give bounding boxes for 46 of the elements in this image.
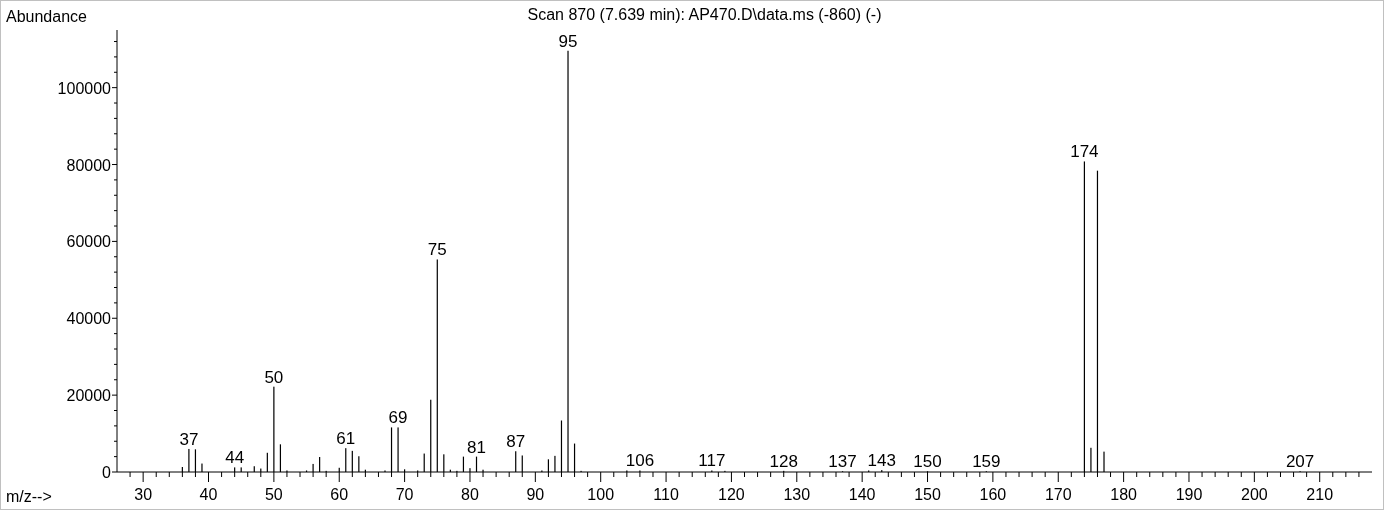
x-tick-label: 170 xyxy=(1044,486,1072,503)
annotation: 106 xyxy=(625,451,655,471)
x-tick-label: 190 xyxy=(1175,486,1203,503)
x-tick-label: 80 xyxy=(461,486,479,503)
annotation: 37 xyxy=(179,429,199,449)
annotation: 207 xyxy=(1285,452,1315,472)
y-tick-label: 0 xyxy=(102,464,112,481)
x-tick-label: 90 xyxy=(526,486,545,503)
annotation: 44 xyxy=(225,448,245,468)
x-axis-title: m/z--> xyxy=(6,488,52,505)
y-tick-label: 100000 xyxy=(57,79,112,97)
x-tick-label: 60 xyxy=(330,486,349,503)
annotation: 143 xyxy=(867,451,896,471)
annotation: 87 xyxy=(506,432,526,452)
y-tick-label: 20000 xyxy=(66,387,112,405)
annotation: 75 xyxy=(427,240,447,260)
x-tick-label: 70 xyxy=(395,486,414,503)
x-tick-label: 100 xyxy=(587,486,615,503)
annotation: 128 xyxy=(769,451,798,471)
annotation: 61 xyxy=(336,429,356,449)
x-tick-label: 30 xyxy=(134,486,153,503)
x-tick-label: 150 xyxy=(914,486,941,503)
annotation: 159 xyxy=(972,452,1001,472)
annotation: 69 xyxy=(388,408,408,428)
x-tick-label: 160 xyxy=(979,486,1007,503)
x-tick-label: 50 xyxy=(264,486,283,503)
x-tick-label: 140 xyxy=(848,486,876,503)
y-tick-label: 40000 xyxy=(66,310,112,328)
y-tick-label: 60000 xyxy=(66,233,112,251)
x-tick-label: 40 xyxy=(199,486,218,503)
x-tick-label: 200 xyxy=(1240,486,1268,503)
y-axis-title: Abundance xyxy=(6,8,88,25)
x-tick-label: 210 xyxy=(1306,486,1334,503)
annotation: 174 xyxy=(1070,142,1099,162)
annotation: 150 xyxy=(913,452,942,472)
x-tick-label: 180 xyxy=(1110,486,1138,503)
annotation: 137 xyxy=(828,452,857,472)
x-tick-label: 110 xyxy=(653,486,679,503)
annotation: 95 xyxy=(558,31,578,51)
y-tick-label: 80000 xyxy=(66,156,112,174)
chart-title: Scan 870 (7.639 min): AP470.D\data.ms (-860) (-) xyxy=(527,6,882,23)
annotation: 117 xyxy=(698,451,726,471)
annotation: 81 xyxy=(467,437,486,457)
annotation: 50 xyxy=(264,367,284,387)
x-tick-label: 130 xyxy=(783,486,811,503)
x-tick-label: 120 xyxy=(718,486,745,503)
